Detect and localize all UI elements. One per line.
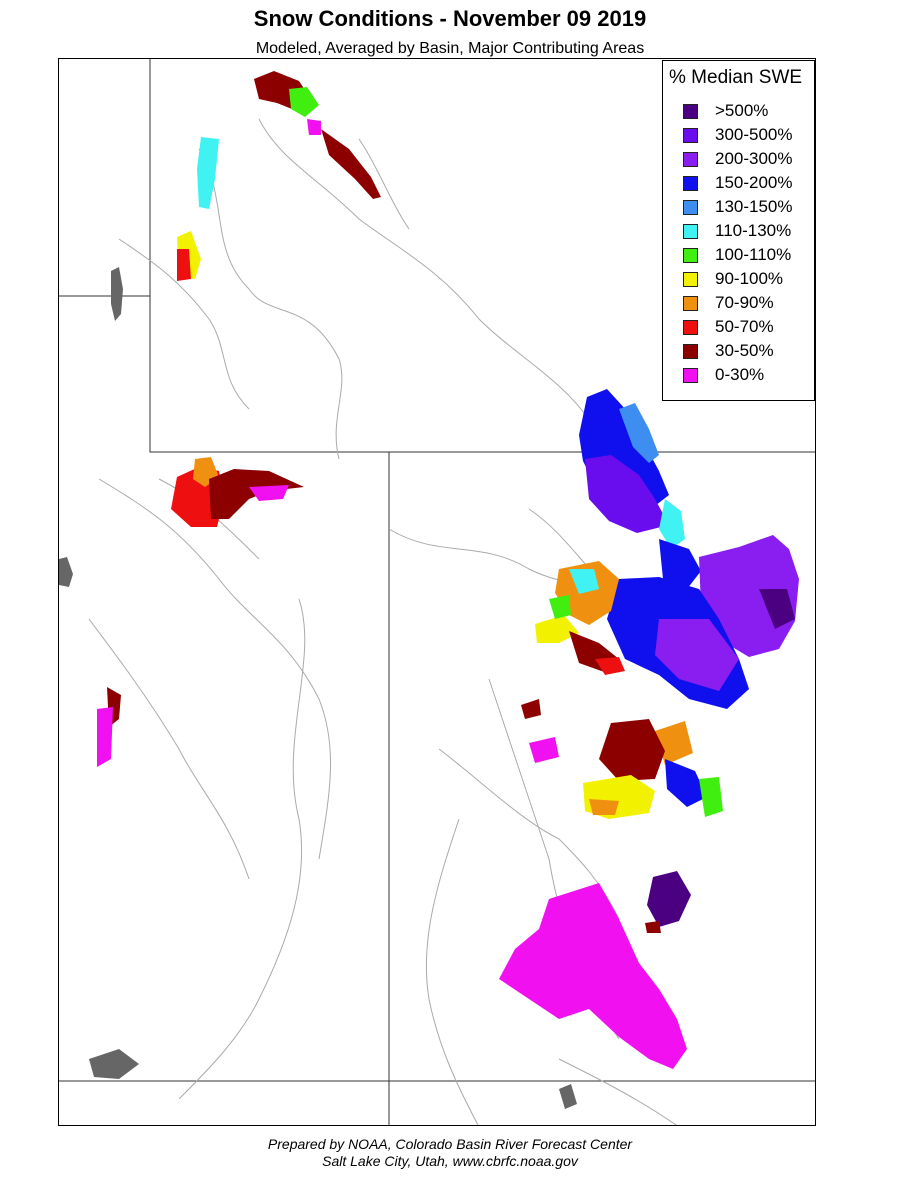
basin-map (59, 59, 815, 1125)
legend-swatch (683, 296, 698, 311)
legend-label: 70-90% (715, 293, 774, 312)
legend-swatch (683, 176, 698, 191)
legend-swatch (683, 200, 698, 215)
legend-swatch (683, 320, 698, 335)
legend-swatch (683, 248, 698, 263)
swe-eastern-basins (499, 389, 799, 1069)
legend-swatch (683, 368, 698, 383)
swe-central-west-basins (97, 457, 304, 767)
footer-credit: Prepared by NOAA, Colorado Basin River F… (0, 1136, 900, 1170)
legend-label: 0-30% (715, 365, 765, 384)
legend-swatch (683, 104, 698, 119)
lakes (59, 267, 577, 1109)
legend-label: 300-500% (715, 125, 793, 144)
map-title: Snow Conditions - November 09 2019 (253, 6, 647, 31)
map-subtitle: Modeled, Averaged by Basin, Major Contri… (255, 40, 645, 57)
legend-swatch (683, 152, 698, 167)
footer-line-2: Salt Lake City, Utah, www.cbrfc.noaa.gov (322, 1153, 578, 1169)
legend: % Median SWE >500% 300-500% 200-300% 150… (662, 60, 815, 401)
legend-label: 200-300% (715, 149, 793, 168)
legend-label: 30-50% (715, 341, 774, 360)
legend-label: 50-70% (715, 317, 774, 336)
legend-label: 110-130% (715, 221, 792, 240)
legend-label: 130-150% (715, 197, 793, 216)
legend-swatch (683, 128, 698, 143)
legend-swatch (683, 224, 698, 239)
legend-label: 150-200% (715, 173, 793, 192)
legend-title: % Median SWE (669, 67, 803, 88)
legend-swatch (683, 344, 698, 359)
legend-label: >500% (715, 101, 769, 120)
footer-line-1: Prepared by NOAA, Colorado Basin River F… (267, 1136, 633, 1152)
swe-northern-basins (177, 71, 381, 281)
legend-label: 90-100% (715, 269, 784, 288)
river-network (88, 118, 677, 1125)
legend-swatch (683, 272, 698, 287)
legend-label: 100-110% (715, 245, 792, 264)
